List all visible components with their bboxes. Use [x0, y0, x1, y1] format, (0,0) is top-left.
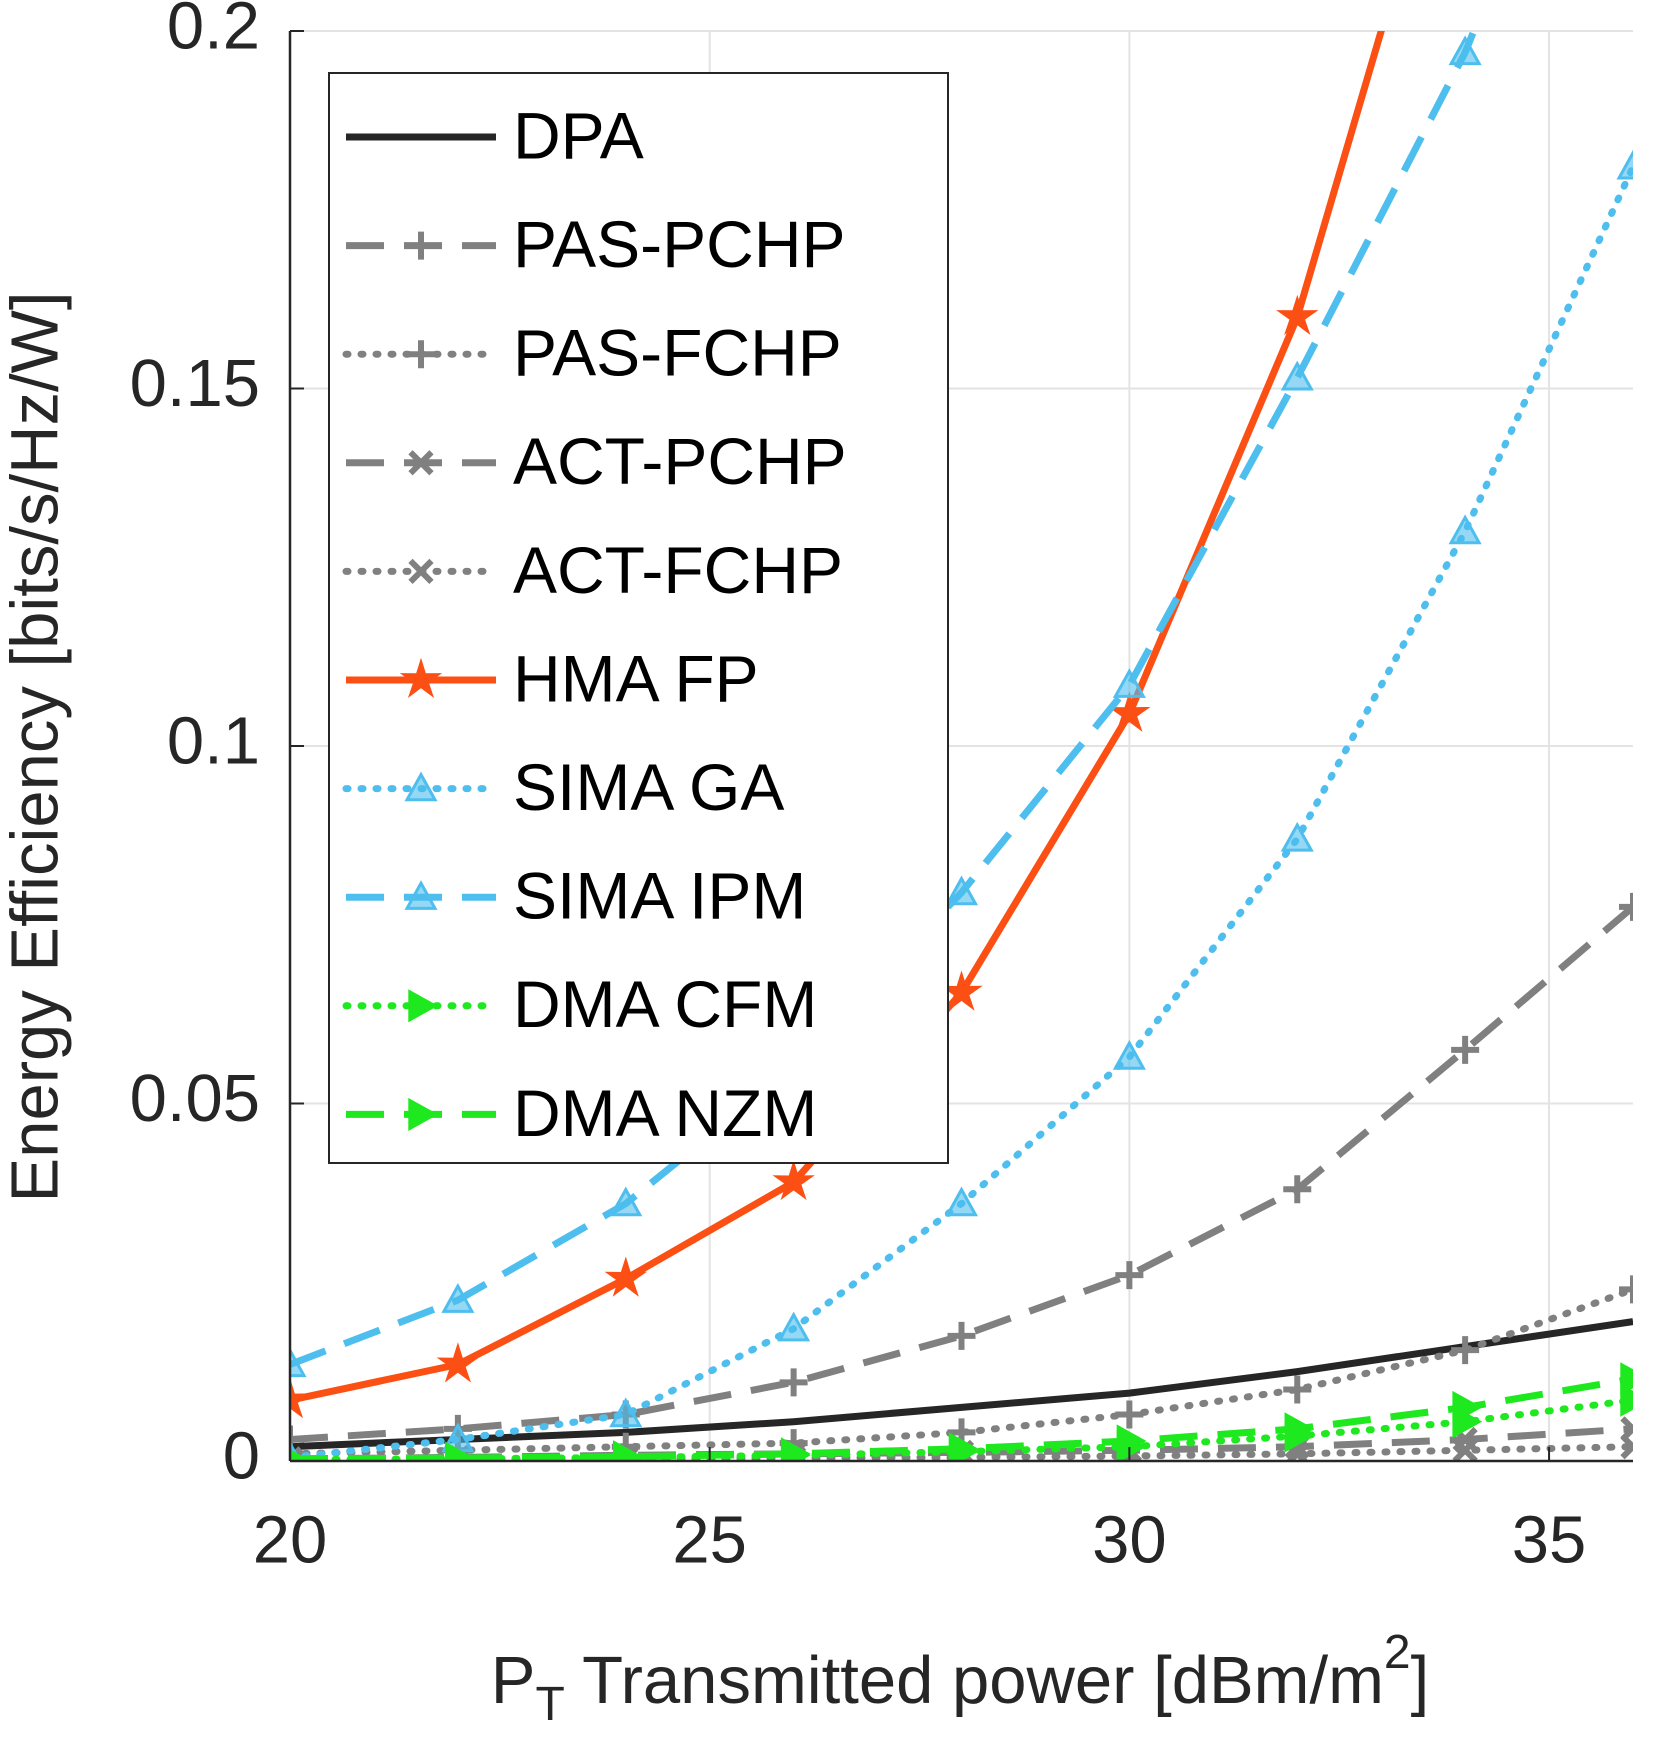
marker — [1451, 1035, 1480, 1064]
marker — [445, 1441, 475, 1461]
y-tick-label: 0 — [223, 1419, 260, 1494]
marker — [408, 558, 434, 585]
marker — [408, 450, 434, 476]
marker — [1619, 892, 1633, 921]
legend-label: PAS-PCHP — [513, 207, 846, 281]
y-tick-label: 0.15 — [130, 346, 260, 421]
marker — [1452, 1390, 1483, 1424]
x-label-subscript: T — [535, 1678, 564, 1731]
marker — [404, 880, 438, 910]
marker — [779, 1368, 808, 1397]
marker — [1620, 1362, 1633, 1396]
marker — [944, 875, 979, 906]
legend-box — [328, 72, 949, 1164]
marker — [1283, 1175, 1312, 1204]
marker — [1112, 668, 1146, 698]
marker — [1115, 1400, 1144, 1429]
marker — [290, 1377, 312, 1419]
marker — [1616, 149, 1633, 180]
marker — [404, 771, 438, 802]
legend-label: ACT-FCHP — [513, 533, 843, 607]
marker — [1448, 514, 1482, 545]
marker — [1284, 1412, 1315, 1446]
y-tick-label: 0.2 — [167, 0, 260, 64]
marker — [777, 1311, 811, 1342]
marker — [290, 1449, 308, 1461]
marker — [407, 340, 435, 369]
marker — [1620, 1434, 1633, 1460]
marker — [1448, 35, 1482, 66]
legend-label: SIMA GA — [513, 750, 784, 824]
x-tick-label: 25 — [672, 1503, 747, 1578]
y-axis-label: Energy Efficiency [bits/s/Hz/W] — [0, 292, 73, 1203]
marker — [1283, 1375, 1312, 1404]
marker — [1116, 1424, 1147, 1458]
marker — [1108, 691, 1151, 732]
legend-label: ACT-PCHP — [513, 424, 847, 498]
legend-label: DMA NZM — [513, 1076, 817, 1150]
x-axis-label: PT Transmitted power [dBm/m2] — [491, 1626, 1430, 1731]
legend-label: DMA CFM — [513, 967, 817, 1041]
marker — [609, 1397, 643, 1428]
legend-label: SIMA IPM — [513, 859, 806, 933]
marker — [441, 1283, 475, 1313]
marker — [1620, 1383, 1633, 1417]
marker — [1619, 1275, 1633, 1304]
marker — [1115, 1261, 1144, 1290]
marker — [1452, 1437, 1478, 1461]
marker — [604, 1256, 647, 1297]
x-label-superscript: 2 — [1384, 1626, 1411, 1679]
marker — [290, 1347, 307, 1378]
marker — [948, 1432, 979, 1461]
x-label-part: P — [491, 1643, 536, 1718]
marker — [399, 657, 443, 699]
marker — [290, 1425, 304, 1454]
x-label-part: Transmitted power [dBm/m — [565, 1643, 1384, 1718]
legend-label: HMA FP — [513, 641, 759, 715]
marker — [408, 989, 439, 1023]
series-line — [290, 1318, 1633, 1451]
x-tick-label: 20 — [253, 1503, 328, 1578]
legend: DPA PAS-PCHP PAS-FCHP ACT-PCHP ACT-FCHP HMA F… — [328, 72, 949, 1164]
marker — [408, 1097, 439, 1131]
marker — [436, 1342, 480, 1383]
marker — [407, 231, 435, 260]
y-tick-label: 0.1 — [167, 704, 260, 779]
marker — [609, 1186, 643, 1217]
marker — [1276, 294, 1319, 336]
series-line — [290, 904, 1633, 1443]
y-tick-label: 0.05 — [130, 1061, 260, 1136]
legend-label: DPA — [513, 98, 644, 172]
marker — [613, 1440, 643, 1461]
marker — [1280, 360, 1314, 391]
marker — [1451, 1336, 1480, 1365]
marker — [947, 1321, 976, 1350]
x-tick-label: 30 — [1092, 1503, 1167, 1578]
marker — [1280, 821, 1314, 852]
x-label-part: ] — [1411, 1643, 1430, 1718]
marker — [944, 1186, 979, 1217]
legend-label: PAS-FCHP — [513, 316, 842, 390]
x-tick-label: 35 — [1512, 1503, 1587, 1578]
marker — [772, 1159, 815, 1201]
marker — [1112, 1039, 1146, 1070]
axes: 20 25 30 35 0 0.05 0.1 0.15 0.2 — [130, 0, 1633, 1578]
